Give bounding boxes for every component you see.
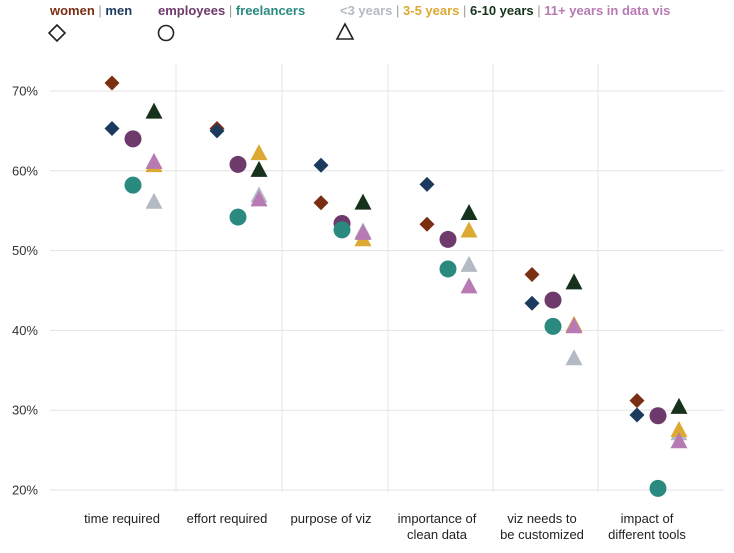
point-men-3: [313, 157, 329, 173]
y-tick-label: 60%: [12, 163, 38, 178]
point-freelancers-5: [544, 317, 562, 335]
legend-label-diamond: women | men: [49, 3, 132, 18]
legend-entry-3-years: <3 years: [340, 3, 392, 18]
legend-triangle-icon: [335, 22, 355, 40]
point-freelancers-2: [229, 208, 247, 226]
series-11-years-in-data-vis: [145, 152, 688, 449]
point-employees-5: [544, 291, 562, 309]
y-tick-label: 30%: [12, 403, 38, 418]
legend-separator: |: [534, 3, 545, 18]
series-3-5-years: [145, 144, 688, 438]
point-women-1: [104, 75, 120, 91]
grid: [50, 64, 724, 492]
point-6-10-years-5: [565, 273, 583, 290]
point-men-6: [629, 407, 645, 423]
legend-circle-icon: [157, 24, 175, 42]
legend-diamond-icon: [47, 23, 67, 43]
point-3-years-1: [145, 192, 163, 209]
legend: women | men employees | freelancers <3 yea…: [47, 3, 670, 43]
x-category-label: impact of different tools: [608, 511, 686, 542]
x-category-label-line: purpose of viz: [291, 511, 372, 526]
data-marks: [104, 75, 688, 497]
series-freelancers: [124, 176, 667, 497]
point-women-4: [419, 216, 435, 232]
series-6-10-years: [145, 102, 688, 414]
x-category-label-line: viz needs to: [507, 511, 576, 526]
point-6-10-years-3: [354, 193, 372, 210]
legend-entry-6-10-years: 6-10 years: [470, 3, 534, 18]
point-6-10-years-6: [670, 397, 688, 414]
point-11-years-in-data-vis-3: [354, 223, 372, 240]
series-men: [104, 121, 645, 423]
point-11-years-in-data-vis-5: [565, 317, 583, 334]
point-men-1: [104, 121, 120, 137]
legend-entry-women: women: [49, 3, 95, 18]
x-category-label-line: be customized: [500, 527, 584, 542]
legend-label-triangle: <3 years | 3-5 years | 6-10 years | 11+ …: [340, 3, 670, 18]
y-tick-label: 70%: [12, 84, 38, 99]
x-category-label-line: impact of: [621, 511, 674, 526]
point-11-years-in-data-vis-1: [145, 152, 163, 169]
point-men-5: [524, 295, 540, 311]
point-freelancers-4: [439, 260, 457, 278]
x-category-label: viz needs to be customized: [500, 511, 584, 542]
legend-label-circle: employees | freelancers: [158, 3, 305, 18]
x-category-label-line: time required: [84, 511, 160, 526]
point-3-5-years-2: [250, 144, 268, 161]
point-11-years-in-data-vis-4: [460, 277, 478, 294]
point-women-5: [524, 267, 540, 283]
legend-entry-employees: employees: [158, 3, 225, 18]
x-category-label-line: different tools: [608, 527, 686, 542]
point-11-years-in-data-vis-2: [250, 190, 268, 207]
y-tick-label: 40%: [12, 323, 38, 338]
point-employees-4: [439, 230, 457, 248]
x-category-label: effort required: [187, 511, 268, 526]
point-6-10-years-2: [250, 160, 268, 177]
point-11-years-in-data-vis-6: [670, 432, 688, 449]
point-6-10-years-4: [460, 203, 478, 220]
point-3-years-4: [460, 255, 478, 272]
legend-entry-men: men: [105, 3, 132, 18]
point-freelancers-1: [124, 176, 142, 194]
x-category-label: purpose of viz: [291, 511, 372, 526]
series-3-years: [145, 186, 688, 441]
y-tick-label: 20%: [12, 483, 38, 498]
x-category-label-line: clean data: [407, 527, 468, 542]
point-3-5-years-4: [460, 221, 478, 238]
point-freelancers-3: [333, 221, 351, 239]
legend-entry-freelancers: freelancers: [236, 3, 305, 18]
point-employees-6: [649, 407, 667, 425]
legend-separator: |: [459, 3, 470, 18]
point-3-5-years-6: [670, 421, 688, 438]
x-category-label: importance of clean data: [398, 511, 477, 542]
point-employees-2: [229, 155, 247, 173]
x-category-label-line: effort required: [187, 511, 268, 526]
y-axis: 20% 30% 40% 50% 60% 70%: [12, 84, 38, 498]
series-employees: [124, 130, 667, 425]
y-tick-label: 50%: [12, 243, 38, 258]
point-6-10-years-1: [145, 102, 163, 119]
legend-separator: |: [225, 3, 236, 18]
legend-entry-3-5-years: 3-5 years: [403, 3, 459, 18]
point-employees-1: [124, 130, 142, 148]
legend-entry-11-years-in-data-vis: 11+ years in data vis: [544, 3, 670, 18]
point-men-4: [419, 176, 435, 192]
series-women: [104, 75, 645, 409]
point-freelancers-6: [649, 479, 667, 497]
point-women-3: [313, 195, 329, 211]
legend-separator: |: [392, 3, 403, 18]
x-category-label: time required: [84, 511, 160, 526]
point-men-2: [209, 123, 225, 139]
legend-separator: |: [95, 3, 106, 18]
point-women-6: [629, 393, 645, 409]
x-category-label-line: importance of: [398, 511, 477, 526]
x-axis: time required effort required purpose of v…: [84, 511, 686, 542]
point-3-years-5: [565, 349, 583, 366]
